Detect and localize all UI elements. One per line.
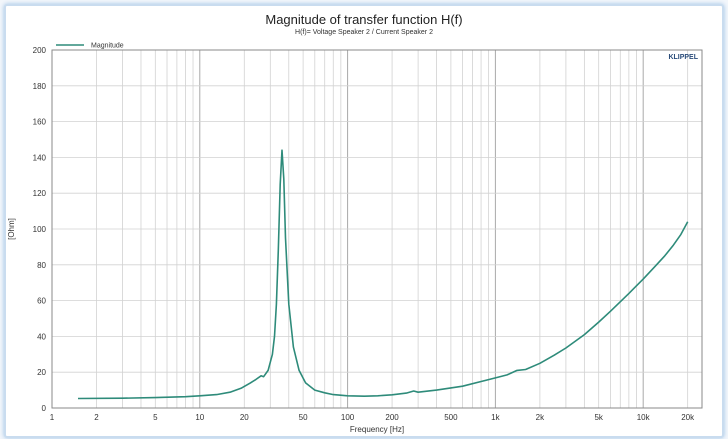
x-tick-label: 5k (594, 413, 603, 422)
x-tick-label: 5 (153, 413, 158, 422)
x-tick-label: 1 (50, 413, 55, 422)
y-tick-label: 20 (37, 368, 46, 377)
x-tick-label: 100 (341, 413, 355, 422)
x-tick-label: 500 (444, 413, 458, 422)
brand-label: KLIPPEL (668, 54, 698, 61)
legend-label: Magnitude (91, 43, 124, 50)
x-tick-label: 20 (240, 413, 249, 422)
x-tick-label: 1k (491, 413, 500, 422)
y-tick-label: 140 (33, 153, 47, 162)
y-tick-labels: 0 20 40 60 80 100 120 140 160 180 200 (33, 46, 47, 413)
y-tick-label: 40 (37, 332, 46, 341)
plot-border (51, 49, 703, 409)
y-tick-label: 0 (42, 404, 47, 413)
chart-frame (4, 4, 724, 438)
x-tick-label: 2k (536, 413, 545, 422)
y-tick-label: 120 (33, 189, 47, 198)
y-tick-label: 160 (33, 118, 47, 127)
y-tick-label: 200 (33, 46, 47, 55)
x-axis-label: Frequency [Hz] (350, 425, 404, 434)
chart-subtitle: H(f)= Voltage Speaker 2 / Current Speake… (295, 29, 433, 36)
x-tick-label: 200 (385, 413, 399, 422)
y-tick-label: 100 (33, 225, 47, 234)
y-tick-label: 180 (33, 82, 47, 91)
x-tick-label: 10 (195, 413, 204, 422)
y-axis-label: [Ohm] (7, 218, 16, 240)
y-tick-label: 60 (37, 297, 46, 306)
x-tick-labels: 1 2 5 10 20 50 100 200 500 1k 2k 5k 10k 20k (50, 413, 695, 422)
x-tick-label: 10k (637, 413, 651, 422)
series-layer (77, 149, 689, 400)
x-tick-label: 2 (94, 413, 99, 422)
x-tick-label: 20k (681, 413, 695, 422)
x-tick-label: 50 (299, 413, 308, 422)
legend: Magnitude (56, 43, 124, 50)
chart-title: Magnitude of transfer function H(f) (265, 12, 463, 27)
y-tick-label: 80 (37, 261, 46, 270)
series-line-magnitude (77, 149, 689, 400)
grid (51, 49, 702, 409)
